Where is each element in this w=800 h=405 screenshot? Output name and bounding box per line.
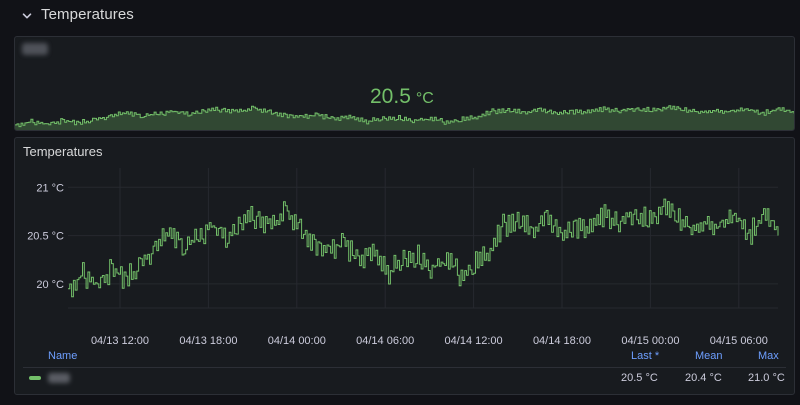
stat-value-unit: °C	[415, 90, 434, 107]
legend-color-swatch	[29, 376, 41, 380]
legend-mean-value: 20.4 °C	[685, 372, 722, 384]
legend-header-mean[interactable]: Mean	[695, 350, 723, 362]
sparkline-line	[15, 105, 794, 128]
legend-header-last[interactable]: Last *	[631, 350, 660, 362]
x-tick-label: 04/14 06:00	[356, 335, 414, 347]
stat-sparkline	[15, 105, 794, 130]
x-tick-label: 04/13 12:00	[91, 335, 149, 347]
y-tick-label: 20.5 °C	[27, 231, 64, 243]
legend-row[interactable]: 20.5 °C 20.4 °C 21.0 °C	[15, 371, 794, 387]
x-tick-label: 04/14 18:00	[533, 335, 591, 347]
legend-max-value: 21.0 °C	[748, 372, 785, 384]
stat-value-number: 20.5	[370, 85, 411, 108]
x-tick-label: 04/13 18:00	[179, 335, 237, 347]
x-tick-label: 04/15 06:00	[710, 335, 768, 347]
legend-divider	[23, 367, 786, 368]
legend-header-max[interactable]: Max	[758, 350, 779, 362]
stat-panel-title-redacted	[22, 43, 48, 55]
x-tick-label: 04/15 00:00	[621, 335, 679, 347]
legend-last-value: 20.5 °C	[621, 372, 658, 384]
chevron-down-icon[interactable]	[20, 9, 34, 23]
legend-header-name[interactable]: Name	[48, 350, 78, 362]
y-tick-label: 21 °C	[36, 182, 64, 194]
row-header[interactable]: Temperatures	[0, 0, 800, 32]
y-tick-label: 20 °C	[36, 279, 64, 291]
stat-panel: 20.5 °C	[14, 36, 795, 131]
timeseries-chart[interactable]: 20 °C 20.5 °C 21 °C 04/13 12:00 04/13 18:00 0…	[15, 138, 794, 348]
legend-series-name-redacted[interactable]	[48, 373, 70, 383]
series-line[interactable]	[68, 198, 779, 298]
row-title: Temperatures	[41, 6, 134, 23]
x-tick-label: 04/14 12:00	[445, 335, 503, 347]
timeseries-panel-title: Temperatures	[23, 144, 103, 159]
x-tick-label: 04/14 00:00	[268, 335, 326, 347]
legend-header: Name Last * Mean Max	[15, 350, 794, 364]
stat-value: 20.5 °C	[370, 85, 434, 109]
timeseries-panel: Temperatures 20 °C 20.5 °C 21 °C 04/13 12:0…	[14, 137, 795, 395]
